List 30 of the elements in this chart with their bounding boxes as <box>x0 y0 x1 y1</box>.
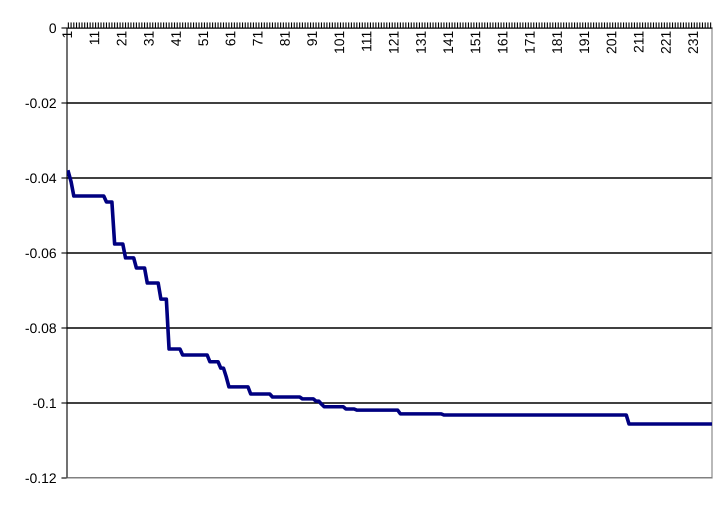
x-tick-label: 121 <box>388 31 399 53</box>
x-tick-label: 141 <box>443 31 453 53</box>
x-tick-label: 41 <box>171 31 181 46</box>
x-tick-label: 201 <box>606 31 616 54</box>
x-tick-label: 91 <box>307 31 318 46</box>
x-tick-label: 181 <box>552 31 562 53</box>
x-tick-label: 101 <box>334 31 344 53</box>
x-tick-label: 211 <box>634 31 644 52</box>
x-tick-label: 21 <box>116 31 126 46</box>
y-tick-label: -0.04 <box>26 173 56 184</box>
x-tick-label: 161 <box>498 31 508 53</box>
x-tick-label: 151 <box>470 31 480 53</box>
y-tick-label: -0.08 <box>26 323 56 334</box>
x-tick-label: 71 <box>252 31 262 46</box>
x-tick-label: 31 <box>144 31 154 46</box>
y-tick-label: -0.12 <box>26 473 56 484</box>
y-tick-label: -0.1 <box>33 398 56 408</box>
x-tick-label: 191 <box>579 31 590 53</box>
x-tick-label: 51 <box>198 31 208 46</box>
x-tick-label: 221 <box>660 31 671 54</box>
x-tick-label: 111 <box>362 31 372 51</box>
y-tick-label: 0 <box>49 23 56 34</box>
y-tick-label: -0.06 <box>26 248 56 258</box>
x-tick-label: 81 <box>280 31 290 46</box>
y-tick-label: -0.02 <box>26 98 56 108</box>
x-tick-label: 11 <box>90 31 100 44</box>
x-tick-label: 171 <box>525 31 535 53</box>
x-tick-label: 231 <box>688 31 698 54</box>
x-tick-label: 131 <box>416 31 426 53</box>
x-tick-label: 61 <box>226 31 236 46</box>
